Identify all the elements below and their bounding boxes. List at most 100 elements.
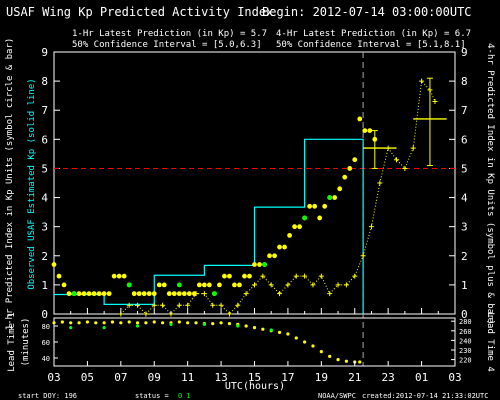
lead-pred1-point	[336, 358, 340, 362]
pred1-point	[116, 273, 122, 279]
pred4-point	[410, 145, 416, 151]
pred1-point	[121, 273, 127, 279]
pred4-latest-label: 4-Hr Latest Prediction (in Kp) = 6.7	[276, 29, 471, 39]
lead-right-tick-label: 240	[459, 337, 472, 345]
lead-left-tick-label: 80	[42, 323, 50, 331]
x-tick-label: 03	[47, 371, 60, 384]
pred4-point	[285, 282, 291, 288]
lead-pred1-point	[311, 344, 315, 348]
lead-pred1-point	[261, 327, 265, 331]
lead-pred1-point	[94, 321, 98, 325]
source-label: NOAA/SWPC	[318, 392, 356, 400]
pred1-point	[106, 291, 112, 297]
lead-green-point	[236, 324, 240, 328]
pred4-point	[160, 302, 166, 308]
lead-pred1-point	[286, 332, 290, 336]
lead-pred1-point	[344, 359, 348, 363]
pred4-point	[151, 302, 157, 308]
y-tick-label-right: 8	[461, 75, 468, 88]
begin-time: Begin: 2012-07-14 03:00:00UTC	[262, 5, 472, 19]
x-axis-label: UTC(hours)	[225, 381, 285, 392]
pred1-point	[76, 291, 82, 297]
lead-right-label: Lead Time 4	[485, 312, 495, 372]
x-axis: 03 05 07 09 11 13 15 17 19 21 23 01 03	[47, 308, 462, 384]
pred1-point	[96, 291, 102, 297]
y-tick-label: 9	[41, 46, 48, 59]
lead-pred1-point	[85, 320, 90, 324]
pred4-point	[318, 273, 324, 279]
pred1-point	[51, 262, 57, 267]
pred1-point	[347, 166, 353, 171]
lead-pred1-point	[244, 324, 248, 328]
x-tick-label: 03	[448, 371, 461, 384]
pred4-point	[394, 157, 400, 163]
pred1-point	[242, 273, 247, 279]
pred4-point	[260, 273, 266, 279]
pred1-point	[322, 203, 328, 209]
y-tick-label: 4	[41, 192, 48, 205]
status-label: status =	[135, 392, 169, 400]
y-tick-label: 7	[41, 104, 48, 117]
lead-green-point	[102, 326, 106, 330]
pred1-point	[131, 291, 137, 297]
lead-pred1-point	[110, 320, 115, 324]
y-tick-label: 1	[41, 279, 48, 292]
pred1-point	[292, 224, 297, 230]
pred1-point	[201, 282, 207, 288]
pred1-point	[66, 291, 72, 297]
pred1-point	[287, 233, 292, 238]
pred4-point	[201, 291, 207, 297]
lead-pred1-point	[328, 354, 332, 358]
observed-kp-line	[54, 138, 364, 314]
lead-left-tick-label: 40	[42, 355, 50, 363]
pred1-point	[136, 291, 142, 297]
lead-left-label: Lead Time 1	[7, 312, 17, 372]
pred4-point	[126, 302, 132, 308]
y-tick-label: 8	[41, 75, 48, 88]
x-tick-label: 11	[181, 371, 194, 384]
main-plot: 0 0 1 1 2 2 3 3 4 4 5 5 6 6 7 7 8 8 9 9	[41, 46, 468, 366]
pred1-point	[171, 291, 177, 297]
lead-pred1-point	[177, 320, 181, 324]
lead-pred1-point	[294, 336, 298, 340]
pred1-green-point	[327, 195, 333, 200]
pred4-point	[185, 302, 191, 308]
lead-right-tick-label: 280	[459, 318, 472, 326]
pred1-point	[247, 273, 252, 279]
pred4-point	[210, 302, 216, 308]
pred1-point	[227, 273, 232, 279]
y-tick-label: 5	[41, 162, 48, 175]
lead-pred1-point	[102, 321, 106, 325]
x-tick-label: 07	[114, 371, 127, 384]
pred1-point	[307, 203, 313, 209]
pred1-green-point	[262, 262, 267, 267]
lead-plot-frame	[53, 317, 456, 367]
x-tick-label: 19	[315, 371, 328, 384]
pred1-point	[352, 157, 358, 163]
pred1-point	[267, 253, 272, 259]
pred1-point	[166, 291, 172, 297]
pred1-point	[332, 195, 338, 200]
pred4-point	[335, 282, 341, 288]
pred1-point	[272, 253, 277, 259]
pred4-point	[176, 302, 182, 308]
pred1-green-point	[176, 282, 182, 288]
lead-pred1-point	[60, 320, 64, 324]
pred1-point	[317, 215, 323, 221]
pred4-point	[360, 253, 366, 259]
pred4-ci-label: 50% Confidence Interval = [5.1,8.1]	[276, 40, 466, 50]
y-tick-label-right: 1	[461, 279, 468, 292]
lead-pred1-point	[303, 340, 307, 344]
start-doy: start DOY: 196	[18, 392, 77, 400]
lead-pred1-point	[152, 320, 156, 324]
lead-pred1-point	[127, 320, 131, 324]
pred1-latest-label: 1-Hr Latest Prediction (in Kp) = 5.7	[72, 29, 267, 39]
pred4-point	[327, 291, 333, 297]
left-y-axis-label: 1-hr Predicted Index in Kp Units (symbol…	[5, 38, 15, 331]
lead-pred1-point	[161, 321, 165, 325]
status-value: 0 1	[178, 392, 191, 400]
y-tick-label: 6	[41, 133, 48, 146]
